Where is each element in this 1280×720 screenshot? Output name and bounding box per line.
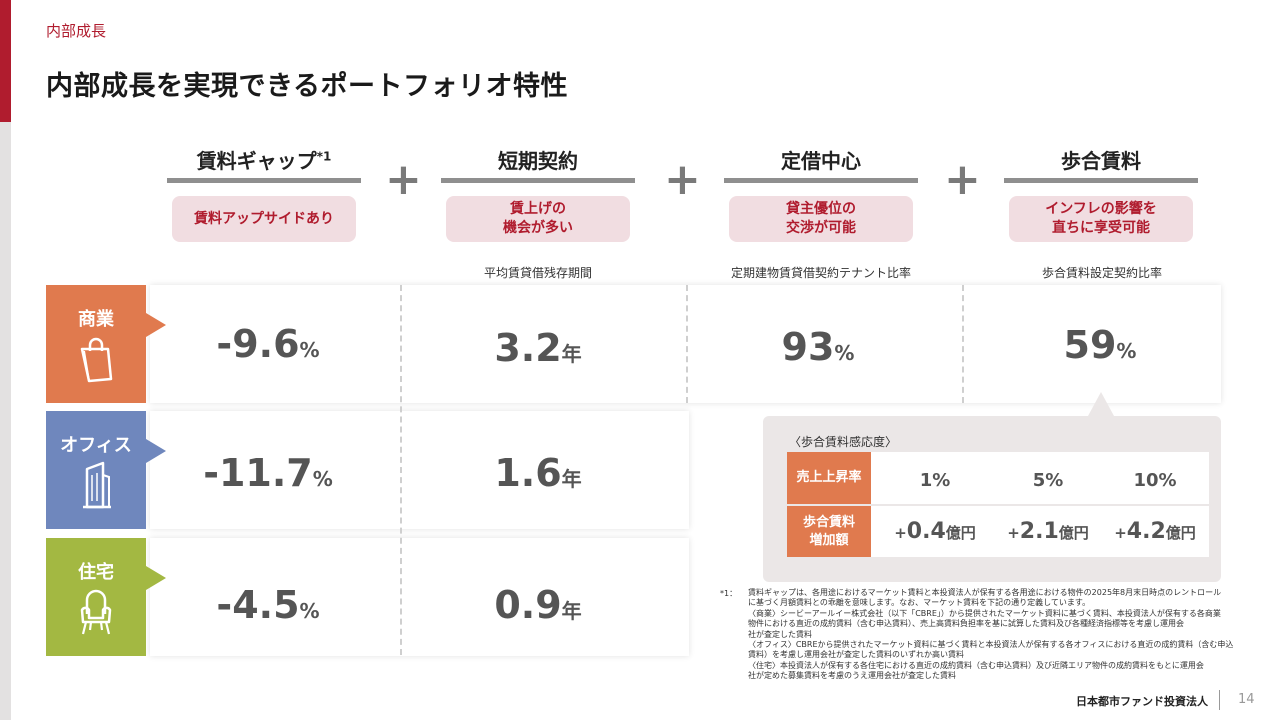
callout-pointer <box>1088 392 1114 416</box>
section-label: 内部成長 <box>46 22 107 40</box>
sensitivity-title: 〈歩合賃料感応度〉 <box>789 435 898 449</box>
sector-name: 商業 <box>78 309 114 330</box>
column-rule <box>167 178 361 183</box>
footnote-line: 社が査定した賃料 <box>748 629 812 639</box>
sales-growth-cell: 5% <box>1032 470 1064 491</box>
column-heading-variable-rent: 歩合賃料 <box>1061 149 1141 173</box>
footnote: 賃料ギャップは、各用途におけるマーケット賃料と本投資法人が保有する各用途における… <box>748 588 1234 682</box>
column-rule <box>724 178 918 183</box>
value-retail-variable-rent-ratio: 59% <box>1063 323 1137 367</box>
row-background-office <box>150 411 689 529</box>
armchair-icon <box>80 589 112 635</box>
footnote-line: 〈オフィス〉CBREから提供されたマーケット資料に基づく賃料と本投資法人が保有す… <box>748 640 1234 650</box>
value-office-remaining-term: 1.6年 <box>494 451 582 495</box>
sales-growth-header: 売上上昇率 <box>787 452 871 504</box>
office-building-icon <box>83 461 111 509</box>
row-background-residential <box>150 538 689 656</box>
column-rule <box>441 178 635 183</box>
feature-pill: 賃上げの 機会が多い <box>446 196 630 242</box>
column-heading-short-term: 短期契約 <box>498 149 578 173</box>
metric-label: 歩合賃料設定契約比率 <box>1041 266 1162 280</box>
rent-increase-header: 歩合賃料 増加額 <box>787 506 871 557</box>
side-bar <box>0 122 11 720</box>
rent-increase-cell: +2.1億円 <box>1007 519 1089 544</box>
value-office-rent-gap: -11.7% <box>203 451 333 495</box>
column-rule <box>1004 178 1198 183</box>
column-heading-fixed-term: 定借中心 <box>781 149 861 173</box>
value-residential-rent-gap: -4.5% <box>216 583 320 627</box>
value-residential-remaining-term: 0.9年 <box>494 583 582 627</box>
feature-pill: 貸主優位の 交渉が可能 <box>729 196 913 242</box>
rent-increase-cell: +4.2億円 <box>1114 519 1196 544</box>
plus-icon: + <box>944 154 981 205</box>
metric-label: 定期建物賃貸借契約テナント比率 <box>730 266 911 280</box>
column-heading-rent-gap: 賃料ギャップ*1 <box>196 149 332 173</box>
shopping-bag-icon <box>80 337 113 383</box>
footnote-line: 賃料ギャップは、各用途におけるマーケット賃料と本投資法人が保有する各用途における… <box>748 588 1222 597</box>
sector-name: 住宅 <box>78 562 114 583</box>
value-retail-rent-gap: -9.6% <box>216 322 320 366</box>
sector-arrow <box>146 439 166 463</box>
footnote-line: 社が定めた募集賃料を考慮のうえ運用会社が査定した賃料 <box>748 671 956 681</box>
table-divider <box>787 504 1209 506</box>
footnote-line: 物件における直近の成約賃料（含む申込賃料）、売上高賃料負担率を基に試算した賃料及… <box>748 619 1184 629</box>
sector-name: オフィス <box>60 435 132 456</box>
sector-retail: 商業 <box>46 285 166 403</box>
column-divider <box>962 285 964 403</box>
plus-icon: + <box>664 154 701 205</box>
company-name: 日本都市ファンド投資法人 <box>1076 695 1208 708</box>
feature-pill: 賃料アップサイドあり <box>172 196 356 242</box>
accent-bar <box>0 0 11 122</box>
sector-arrow <box>146 313 166 337</box>
value-retail-fixed-term-ratio: 93% <box>781 325 855 369</box>
metric-label: 平均賃貸借残存期間 <box>483 266 592 280</box>
sensitivity-table: 売上上昇率 歩合賃料 増加額 1% 5% 10% +0.4億円 +2.1億円 +… <box>787 452 1209 557</box>
row-background-retail <box>150 285 1221 403</box>
sector-residential: 住宅 <box>46 538 166 656</box>
column-divider <box>686 285 688 403</box>
column-divider <box>400 285 402 655</box>
sector-office: オフィス <box>46 411 166 529</box>
footnote-line: 〈商業〉シービーアールイー株式会社（以下「CBRE」）から提供されたマーケット資… <box>748 608 1221 618</box>
sales-growth-cell: 1% <box>919 470 951 491</box>
footnote-line: に基づく月額賃料との乖離を意味します。なお、マーケット賃料を下記の通り定義してい… <box>748 598 1091 608</box>
value-retail-remaining-term: 3.2年 <box>494 326 582 370</box>
feature-pill: インフレの影響を 直ちに享受可能 <box>1009 196 1193 242</box>
page-title: 内部成長を実現できるポートフォリオ特性 <box>46 71 568 102</box>
footnote-line: 賃料）を考慮し運用会社が査定した賃料のいずれか高い賃料 <box>748 650 964 660</box>
sales-growth-cell: 10% <box>1133 470 1177 491</box>
page-number: 14 <box>1238 692 1255 707</box>
rent-increase-cell: +0.4億円 <box>894 519 976 544</box>
page-separator <box>1219 690 1220 710</box>
sector-arrow <box>146 566 166 590</box>
footnote-line: 〈住宅〉本投資法人が保有する各住宅における直近の成約賃料（含む申込賃料）及び近隣… <box>748 660 1204 670</box>
footnote-mark: *1： <box>720 589 738 598</box>
plus-icon: + <box>385 154 422 205</box>
